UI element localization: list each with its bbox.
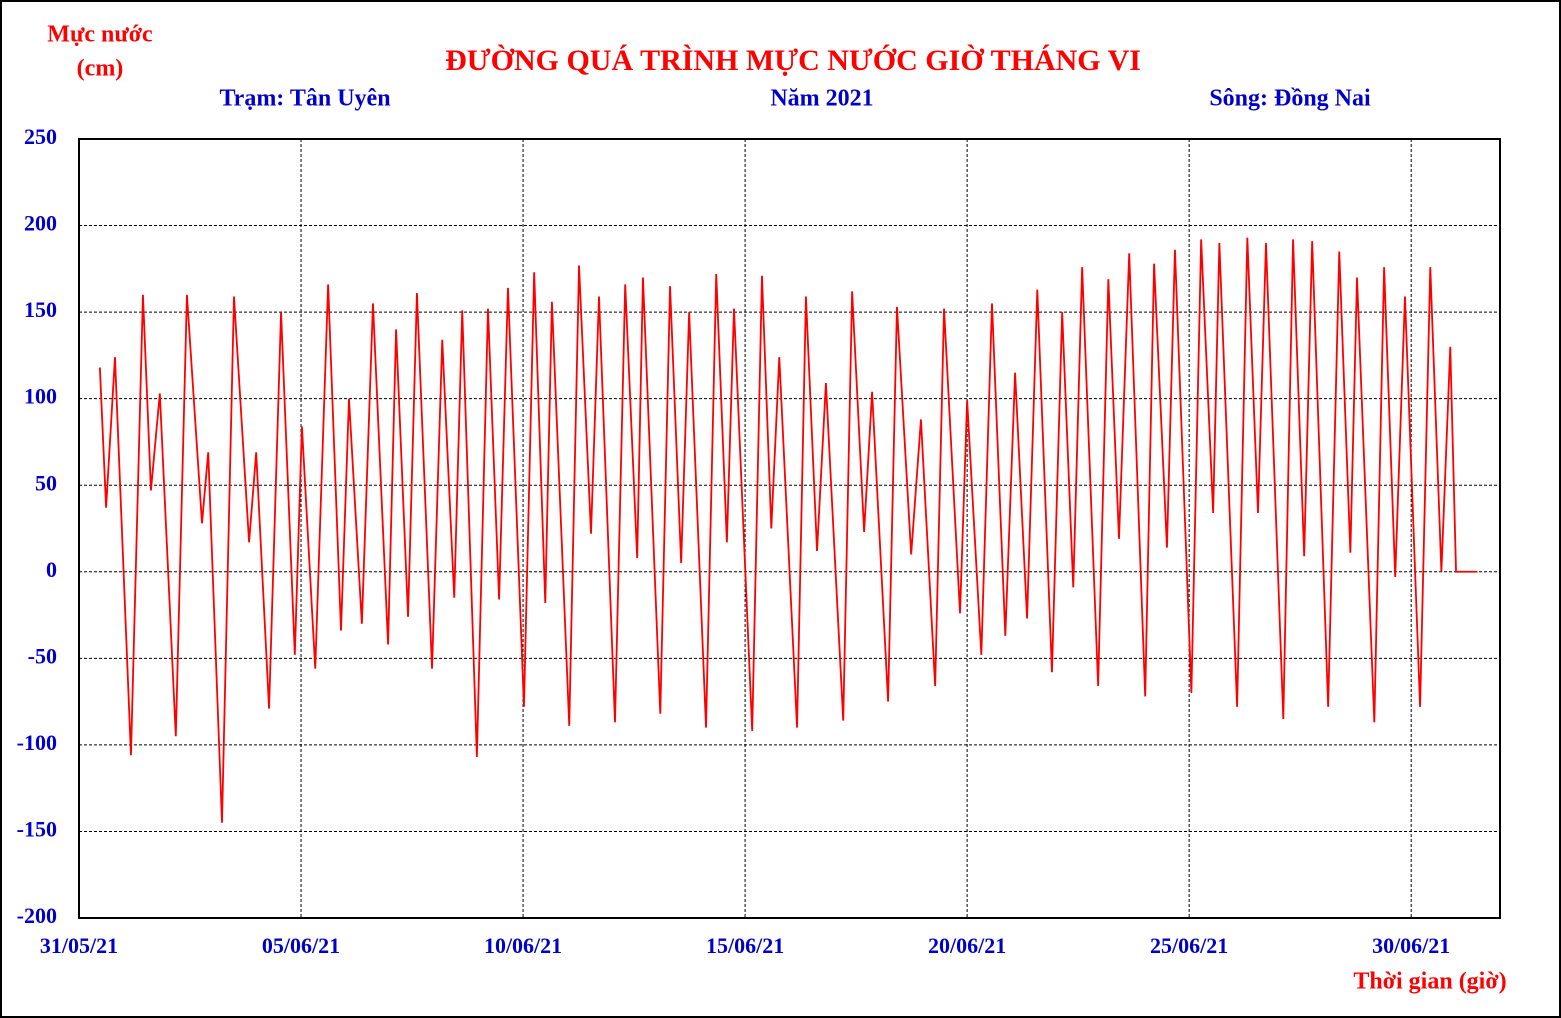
x-tick-label: 30/06/21: [1372, 933, 1450, 958]
x-tick-label: 31/05/21: [40, 933, 118, 958]
x-axis-label: Thời gian (giờ): [1353, 969, 1506, 995]
chart-title: ĐƯỜNG QUÁ TRÌNH MỰC NƯỚC GIỜ THÁNG VI: [445, 44, 1141, 77]
y-axis-label: Mực nước: [47, 22, 153, 48]
year: Năm 2021: [770, 86, 873, 112]
y-tick-label: 150: [24, 297, 57, 322]
y-tick-label: -150: [17, 816, 57, 841]
x-tick-label: 05/06/21: [262, 933, 340, 958]
x-tick-label: 20/06/21: [928, 933, 1006, 958]
plot-border: [78, 138, 1501, 919]
y-tick-label: 200: [24, 211, 57, 236]
plot-area: [79, 139, 1500, 918]
x-tick-label: 15/06/21: [706, 933, 784, 958]
y-tick-label: -100: [17, 730, 57, 755]
x-tick-label: 10/06/21: [484, 933, 562, 958]
y-axis-unit: (cm): [77, 56, 124, 82]
station: Trạm: Tân Uyên: [219, 86, 390, 112]
y-tick-label: 250: [24, 124, 57, 149]
y-tick-label: -50: [28, 643, 57, 668]
y-tick-label: 50: [35, 470, 57, 495]
x-tick-label: 25/06/21: [1150, 933, 1228, 958]
river: Sông: Đồng Nai: [1209, 86, 1371, 112]
y-tick-label: 0: [46, 557, 57, 582]
line: [98, 237, 1478, 823]
y-tick-label: -200: [17, 903, 57, 928]
y-tick-label: 100: [24, 384, 57, 409]
